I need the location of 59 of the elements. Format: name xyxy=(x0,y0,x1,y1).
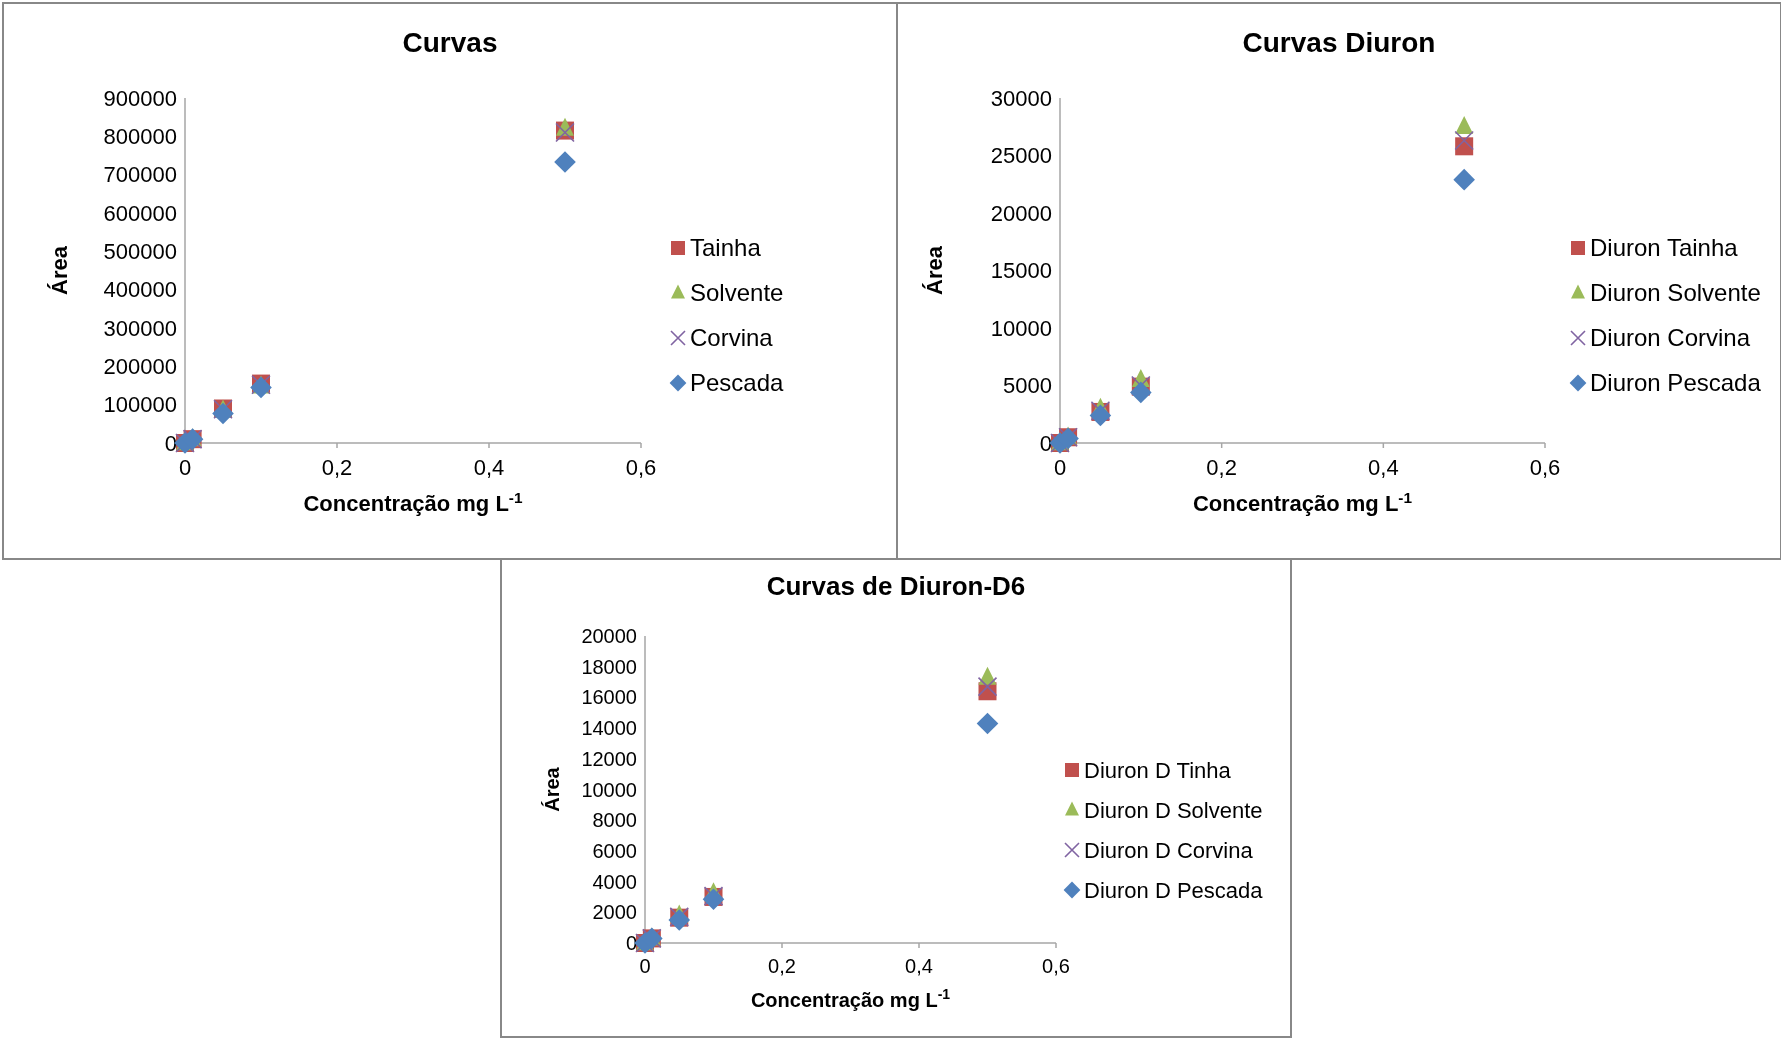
legend-label: Diuron D Solvente xyxy=(1084,797,1263,823)
y-tick-label: 600000 xyxy=(103,200,177,226)
y-tick-label: 6000 xyxy=(592,839,637,862)
legend-label: Diuron D Pescada xyxy=(1084,877,1264,903)
y-tick-label: 15000 xyxy=(990,258,1052,284)
y-tick-label: 10000 xyxy=(990,315,1052,341)
y-tick-label: 100000 xyxy=(103,392,177,418)
y-tick-label: 500000 xyxy=(103,239,177,265)
y-tick-label: 10000 xyxy=(581,778,637,801)
legend-label: Corvina xyxy=(690,324,774,352)
y-axis-title: Área xyxy=(922,245,947,295)
x-tick-label: 0,6 xyxy=(625,455,657,480)
chart-title: Curvas xyxy=(402,27,498,58)
y-axis-title: Área xyxy=(541,766,563,812)
chart-title: Curvas de Diuron-D6 xyxy=(766,571,1026,601)
x-tick-label: 0,6 xyxy=(1529,455,1561,480)
y-tick-label: 30000 xyxy=(990,85,1052,111)
x-tick-label: 0,6 xyxy=(1042,955,1070,977)
x-tick-label: 0,4 xyxy=(1368,455,1399,480)
x-axis-title: Concentração mg L$^{-1}$ xyxy=(303,488,523,516)
y-tick-label: 18000 xyxy=(581,655,637,678)
legend-label: Diuron Solvente xyxy=(1590,279,1761,307)
y-tick-label: 0 xyxy=(164,430,177,456)
x-tick-label: 0 xyxy=(639,955,651,977)
legend-label: Diuron D Corvina xyxy=(1084,837,1254,863)
y-tick-label: 300000 xyxy=(103,315,177,341)
y-tick-label: 700000 xyxy=(103,162,177,188)
x-axis-title: Concentração mg L$^{-1}$ xyxy=(1192,488,1413,516)
y-tick-label: 4000 xyxy=(592,870,637,893)
legend-label: Diuron Corvina xyxy=(1590,324,1751,352)
y-tick-label: 20000 xyxy=(581,625,637,647)
y-tick-label: 8000 xyxy=(592,809,637,832)
y-tick-label: 900000 xyxy=(103,85,177,111)
y-tick-label: 12000 xyxy=(581,747,637,770)
x-tick-label: 0,4 xyxy=(473,455,505,480)
legend-label: Diuron Tainha xyxy=(1590,234,1739,262)
y-axis-title: Área xyxy=(47,245,72,295)
legend-label: Pescada xyxy=(690,369,785,397)
y-tick-label: 2000 xyxy=(592,901,637,924)
legend-label: Diuron D Tinha xyxy=(1084,757,1232,783)
y-tick-label: 20000 xyxy=(990,200,1052,226)
y-tick-label: 14000 xyxy=(581,717,637,740)
y-tick-label: 5000 xyxy=(1003,373,1052,399)
y-tick-label: 400000 xyxy=(103,277,177,303)
x-axis-title: Concentração mg L$^{-1}$ xyxy=(750,986,951,1011)
y-tick-label: 0 xyxy=(1039,430,1052,456)
y-tick-label: 200000 xyxy=(103,354,177,380)
x-tick-label: 0,4 xyxy=(905,955,933,977)
legend-label: Tainha xyxy=(690,234,762,262)
chart-title: Curvas Diuron xyxy=(1242,27,1436,58)
legend-label: Solvente xyxy=(690,279,784,307)
legend-label: Diuron Pescada xyxy=(1590,369,1762,397)
y-tick-label: 800000 xyxy=(103,124,177,150)
x-tick-label: 0,2 xyxy=(1206,455,1237,480)
y-tick-label: 16000 xyxy=(581,686,637,709)
x-tick-label: 0,2 xyxy=(768,955,796,977)
y-tick-label: 0 xyxy=(625,932,637,954)
x-tick-label: 0,2 xyxy=(321,455,353,480)
y-tick-label: 25000 xyxy=(990,143,1052,169)
